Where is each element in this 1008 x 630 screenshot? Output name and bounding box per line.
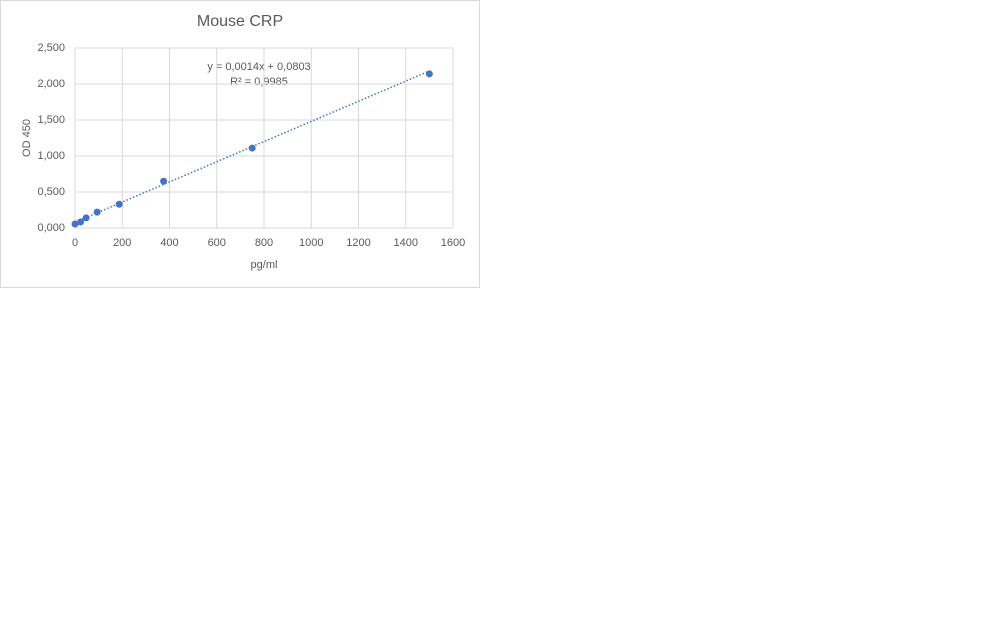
data-point: [71, 220, 79, 228]
data-point: [160, 177, 168, 185]
x-tick-label: 1600: [441, 237, 465, 249]
chart-title: Mouse CRP: [197, 13, 283, 30]
x-tick-label: 200: [113, 237, 131, 249]
x-tick-label: 400: [160, 237, 178, 249]
data-point: [77, 218, 85, 226]
y-tick-label: 1,500: [37, 114, 65, 126]
y-tick-label: 2,500: [37, 42, 65, 54]
x-tick-label: 600: [208, 237, 226, 249]
trendline-equation: y = 0,0014x + 0,0803: [207, 61, 310, 73]
data-point: [425, 70, 433, 78]
x-tick-label: 1400: [394, 237, 418, 249]
y-tick-label: 1,000: [37, 150, 65, 162]
data-point: [248, 144, 256, 152]
y-tick-label: 0,500: [37, 186, 65, 198]
y-tick-label: 2,000: [37, 78, 65, 90]
x-tick-label: 1000: [299, 237, 323, 249]
x-tick-label: 0: [72, 237, 78, 249]
y-tick-label: 0,000: [37, 222, 65, 234]
x-tick-label: 1200: [346, 237, 370, 249]
x-axis-title: pg/ml: [251, 259, 278, 271]
y-axis-title: OD 450: [21, 119, 33, 157]
data-point: [93, 208, 101, 216]
data-point: [82, 214, 90, 222]
trendline-r2: R² = 0,9985: [230, 76, 288, 88]
x-tick-label: 800: [255, 237, 273, 249]
data-point: [115, 200, 123, 208]
